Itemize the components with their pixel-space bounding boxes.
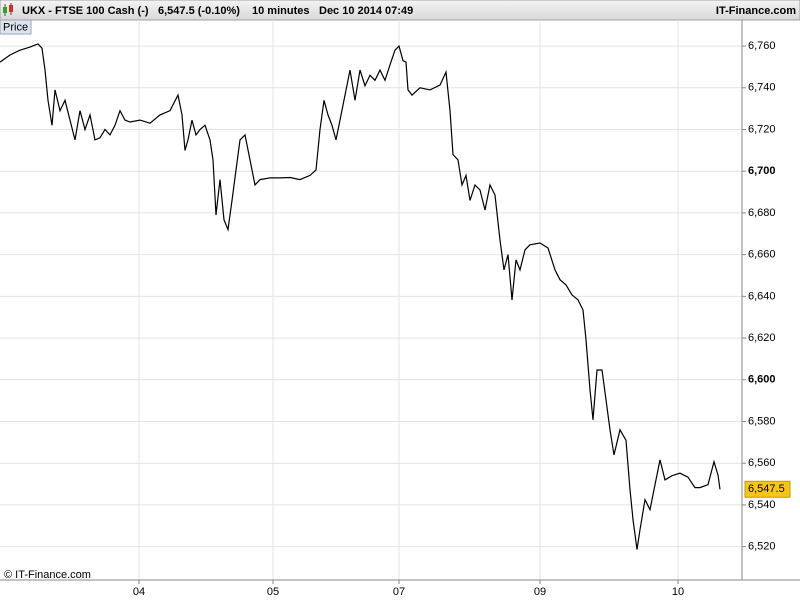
y-tick-label: 6,700 xyxy=(748,165,776,177)
footer: © IT-Finance.com xyxy=(4,569,91,581)
interval: 10 minutes xyxy=(252,5,309,17)
y-tick-label: 6,640 xyxy=(748,290,776,302)
last-price-tag xyxy=(744,480,791,498)
panel-label-box xyxy=(0,19,32,35)
y-tick-label: 6,540 xyxy=(748,499,776,511)
x-tick-label: 04 xyxy=(133,586,145,598)
y-tick-label: 6,720 xyxy=(748,123,776,135)
symbol: UKX - FTSE 100 Cash (-) xyxy=(22,5,149,17)
y-tick-label: 6,520 xyxy=(748,541,776,553)
y-tick-label: 6,600 xyxy=(748,374,776,386)
y-tick-label: 6,740 xyxy=(748,82,776,94)
y-tick-label: 6,580 xyxy=(748,415,776,427)
quote: 6,547.5 (-0.10%) xyxy=(158,5,240,17)
chart-icon xyxy=(3,3,13,16)
price-line xyxy=(0,43,721,550)
y-tick-label: 6,680 xyxy=(748,207,776,219)
x-tick-label: 10 xyxy=(672,586,684,598)
last-price-label: 6,547.5 xyxy=(748,483,785,495)
y-tick-label: 6,560 xyxy=(748,457,776,469)
panel-label: Price xyxy=(3,21,28,33)
y-tick-label: 6,620 xyxy=(748,332,776,344)
x-tick-label: 07 xyxy=(393,586,405,598)
y-tick-label: 6,760 xyxy=(748,40,776,52)
y-tick-label: 6,660 xyxy=(748,249,776,261)
x-tick-label: 05 xyxy=(267,586,279,598)
x-tick-label: 09 xyxy=(534,586,546,598)
site: IT-Finance.com xyxy=(716,5,796,17)
datetime: Dec 10 2014 07:49 xyxy=(319,5,413,17)
header-bar xyxy=(0,0,800,21)
